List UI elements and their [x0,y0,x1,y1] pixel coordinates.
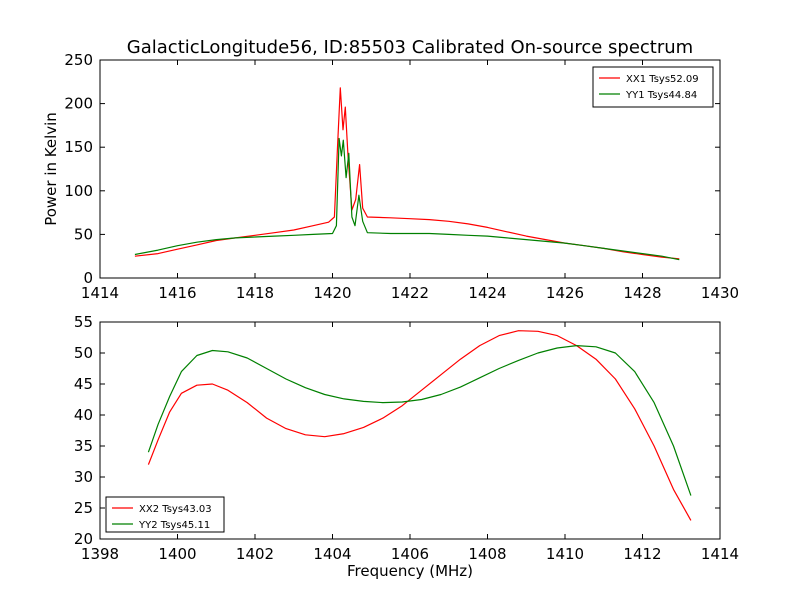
top-plot-legend: XX1 Tsys52.09 YY1 Tsys44.84 [592,66,714,108]
top-plot-y-tick-label: 50 [74,225,93,243]
figure-title: GalacticLongitude56, ID:85503 Calibrated… [127,37,693,58]
top-plot-legend-label: XX1 Tsys52.09 [626,74,699,85]
bottom-plot-y-tick-label: 55 [74,313,93,331]
bottom-plot-legend-label: XX2 Tsys43.03 [139,504,212,515]
top-plot-x-tick-label: 1420 [313,284,351,302]
bottom-plot-x-tick-label: 1404 [313,545,351,563]
top-plot-x-tick-label: 1428 [623,284,661,302]
bottom-plot-y-tick-label: 45 [74,375,93,393]
bottom-plot-y-tick-label: 30 [74,468,93,486]
bottom-plot-y-tick-label: 20 [74,530,93,548]
bottom-plot-x-tick-label: 1414 [701,545,739,563]
bottom-plot-legend-label: YY2 Tsys45.11 [138,520,210,531]
top-plot-y-tick-label: 200 [64,95,93,113]
bottom-plot-x-axis-label: Frequency (MHz) [347,562,473,580]
top-plot-x-tick-label: 1416 [158,284,196,302]
bottom-plot-x-tick-label: 1402 [236,545,274,563]
top-plot-x-tick-label: 1414 [81,284,119,302]
bottom-plot-y-tick-label: 50 [74,344,93,362]
top-plot-x-tick-label: 1430 [701,284,739,302]
top-plot-x-tick-label: 1426 [546,284,584,302]
top-plot-y-tick-label: 0 [83,269,93,287]
top-plot-y-tick-label: 100 [64,182,93,200]
bottom-plot-legend: XX2 Tsys43.03 YY2 Tsys45.11 [105,496,225,533]
bottom-plot-x-tick-label: 1398 [81,545,119,563]
top-plot-y-tick-label: 150 [64,138,93,156]
top-plot-x-tick-label: 1422 [391,284,429,302]
top-plot-series-line-2 [134,137,680,261]
top-plot-x-tick-label: 1424 [468,284,506,302]
top-plot: Power in Kelvin 1414 1416 1418 1420 1422 1424… [42,51,739,302]
bottom-plot-x-tick-label: 1412 [623,545,661,563]
bottom-plot-y-tick-label: 35 [74,437,93,455]
bottom-plot-series-line-2 [147,345,692,496]
top-plot-legend-label: YY1 Tsys44.84 [625,90,697,101]
bottom-plot: Frequency (MHz) 1398 1400 1402 1404 1406 1408… [74,313,739,580]
bottom-plot-y-tick-label: 40 [74,406,93,424]
top-plot-x-tick-label: 1418 [236,284,274,302]
top-plot-y-axis-label: Power in Kelvin [42,112,60,226]
bottom-plot-legend-box [105,496,225,533]
bottom-plot-y-tick-label: 25 [74,499,93,517]
bottom-plot-series-line-1 [147,330,692,521]
bottom-plot-x-tick-label: 1400 [158,545,196,563]
top-plot-y-tick-label: 250 [64,51,93,69]
bottom-plot-x-tick-label: 1406 [391,545,429,563]
bottom-plot-x-tick-label: 1410 [546,545,584,563]
bottom-plot-x-tick-label: 1408 [468,545,506,563]
top-plot-legend-box [592,66,714,108]
